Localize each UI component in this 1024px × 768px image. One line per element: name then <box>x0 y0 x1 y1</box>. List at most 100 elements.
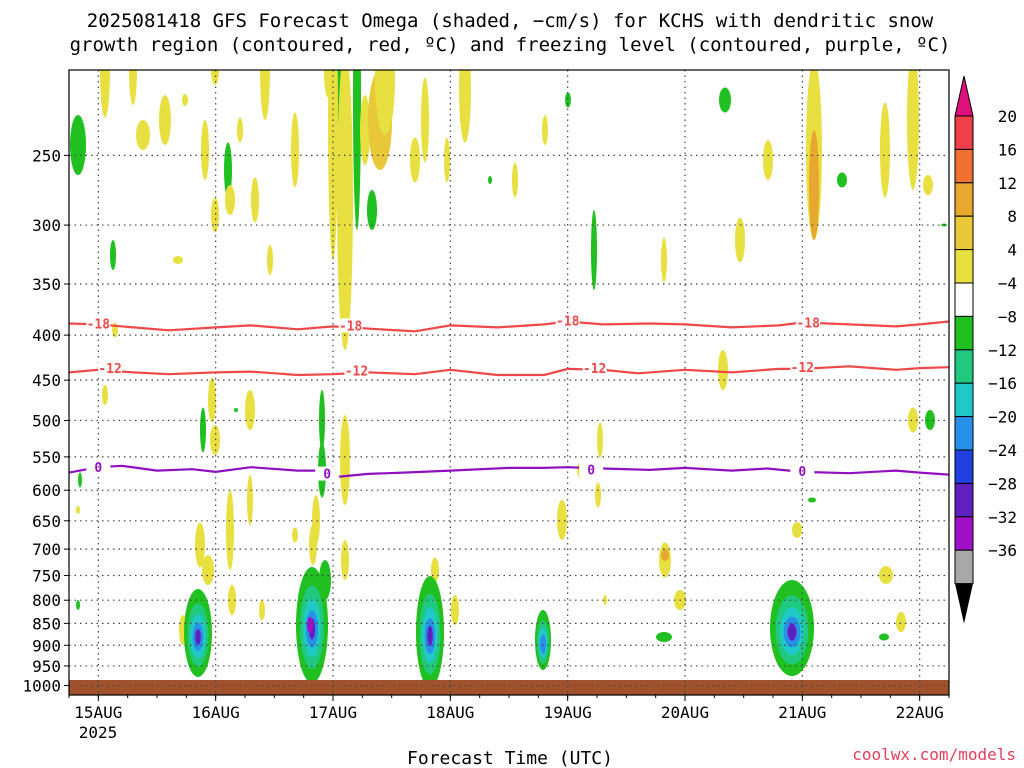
colorbar-label: 20 <box>998 107 1017 126</box>
colorbar-swatch <box>954 449 974 484</box>
contour-label: -18 <box>87 317 111 332</box>
contour-label: -18 <box>556 314 580 329</box>
omega-shade-region <box>661 549 669 561</box>
y-tick-label: 650 <box>32 512 61 531</box>
contour-label: 0 <box>587 464 595 479</box>
omega-shade-region <box>451 595 459 625</box>
omega-shade-region <box>421 77 429 163</box>
colorbar-legend: 20 16 12 8 4 −4 −8 −12 −16 −20 −24 −28 −32 −36 <box>954 75 1017 624</box>
y-tick-label: 900 <box>32 636 61 655</box>
omega-shade-region <box>210 425 220 455</box>
omega-shade-region <box>337 70 353 350</box>
colorbar-label: −12 <box>988 341 1017 360</box>
colorbar-swatch <box>954 382 974 418</box>
colorbar-label: 8 <box>1007 207 1017 226</box>
omega-shade-region <box>908 407 918 433</box>
contour-label: -12 <box>583 362 606 377</box>
contour-label: -18 <box>796 316 820 331</box>
omega-shade-region <box>603 595 607 605</box>
omega-shade-region <box>200 407 206 453</box>
y-tick-label: 950 <box>32 657 61 676</box>
contour-label: -12 <box>791 361 814 376</box>
contour-label: -18 <box>339 319 363 334</box>
y-tick-label: 1000 <box>22 677 61 696</box>
contour-lines: -18 -18 -18 -18 -12 -12 -12 -12 0 0 0 0 <box>69 313 949 483</box>
colorbar-swatch <box>954 115 974 150</box>
y-tick-label: 250 <box>32 146 61 165</box>
x-axis-year: 2025 <box>79 723 118 742</box>
x-tick-label: 18AUG <box>426 703 474 722</box>
contour-label-bg <box>338 318 363 333</box>
y-tick-label: 800 <box>32 591 61 610</box>
grid-lines <box>69 70 949 695</box>
omega-shade-region <box>195 522 205 568</box>
omega-shade-region <box>228 585 236 615</box>
colorbar-label: −28 <box>988 474 1017 493</box>
x-axis-title: Forecast Time (UTC) <box>407 748 613 768</box>
colorbar-swatch <box>954 182 974 217</box>
colorbar-swatch <box>954 282 974 317</box>
omega-shade-region <box>245 390 255 430</box>
y-tick-label: 850 <box>32 614 61 633</box>
omega-shade-region <box>595 482 601 508</box>
omega-shade-region <box>809 130 819 240</box>
omega-shade-region <box>488 176 492 184</box>
omega-shade-region <box>76 600 80 610</box>
omega-shade-region <box>224 142 232 198</box>
y-tick-label: 550 <box>32 448 61 467</box>
lift-core-center <box>787 623 797 641</box>
y-tick-label: 300 <box>32 216 61 235</box>
omega-shade-region <box>879 633 889 641</box>
lift-core-center <box>307 617 313 633</box>
y-tick-label: 450 <box>32 371 61 390</box>
colorbar-label: −32 <box>988 508 1017 527</box>
contour-label-bg <box>582 360 607 375</box>
y-tick-label: 350 <box>32 275 61 294</box>
omega-shade-region <box>202 555 214 585</box>
omega-shade-region <box>879 566 893 584</box>
omega-shade-region <box>309 525 317 565</box>
colorbar-label: −36 <box>988 541 1017 560</box>
omega-shade-region <box>880 102 890 198</box>
omega-shade-region <box>76 506 80 514</box>
colorbar-label: −20 <box>988 408 1017 427</box>
omega-shade-region <box>208 377 216 423</box>
omega-shade-region <box>656 632 672 642</box>
omega-shade-region <box>267 245 273 275</box>
omega-shade-region <box>237 117 243 143</box>
contour-label-bg <box>555 313 580 328</box>
omega-shade-region <box>136 120 150 150</box>
omega-shade-region <box>247 475 253 525</box>
omega-shade-region <box>102 385 108 405</box>
ground-terrain-band <box>69 680 949 695</box>
colorbar-label: −24 <box>988 441 1017 460</box>
omega-shade-region <box>763 140 773 180</box>
contour-label: 0 <box>323 468 331 483</box>
colorbar-label: 12 <box>998 174 1017 193</box>
omega-shade-region <box>100 70 110 118</box>
omega-shade-region <box>444 137 450 183</box>
y-tick-label: 700 <box>32 540 61 559</box>
omega-shade-region <box>565 92 571 108</box>
omega-shade-region <box>907 70 919 190</box>
omega-shade-region <box>591 210 597 290</box>
contour-label-bg <box>579 462 604 477</box>
omega-shade-region <box>173 256 183 264</box>
x-tick-label: 20AUG <box>661 703 709 722</box>
omega-shade-region <box>512 162 518 198</box>
x-tick-label: 17AUG <box>309 703 357 722</box>
contour-label: -12 <box>98 362 121 377</box>
x-axis: 15AUG 16AUG 17AUG 18AUG 19AUG 20AUG 21AUG 22AUG <box>68 695 950 722</box>
omega-shade-region <box>159 95 171 145</box>
lift-core-ring <box>539 634 547 654</box>
omega-shade-region <box>226 490 234 570</box>
contour-label-bg <box>790 463 815 478</box>
omega-shade-region <box>211 70 219 85</box>
lift-core-center <box>427 625 433 647</box>
omega-shade-region <box>291 112 299 188</box>
contour-line--12 <box>69 365 949 377</box>
contour-label-bg <box>790 360 815 375</box>
omega-shade-region <box>182 94 188 106</box>
omega-shade-region <box>459 70 471 143</box>
contour-label: -12 <box>345 365 368 380</box>
